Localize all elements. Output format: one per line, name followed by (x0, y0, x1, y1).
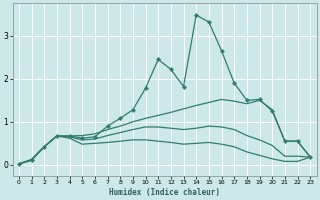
X-axis label: Humidex (Indice chaleur): Humidex (Indice chaleur) (109, 188, 220, 197)
